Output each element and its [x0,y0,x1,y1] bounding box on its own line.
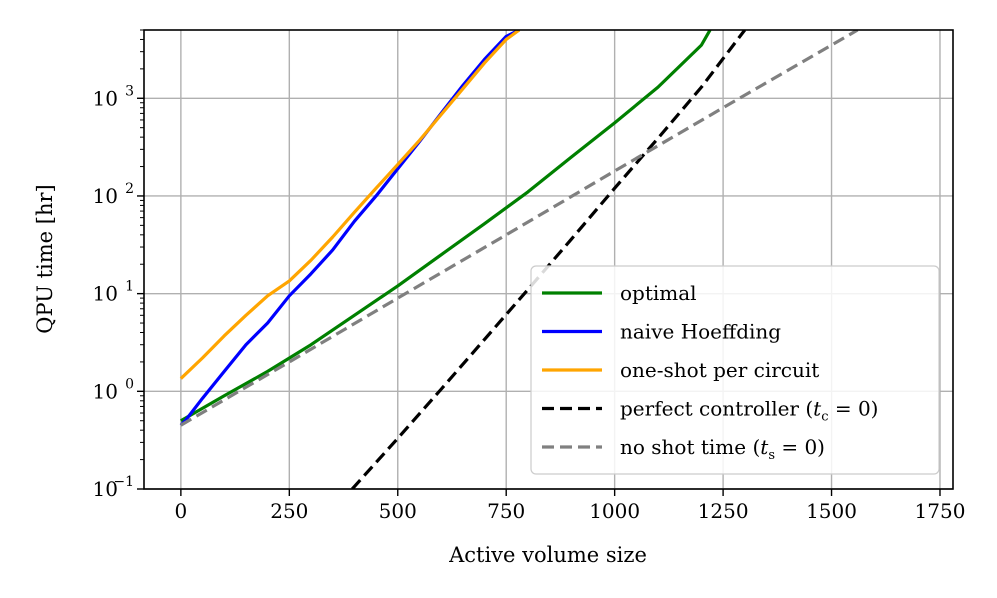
y-tick-label: 10 [93,184,118,208]
x-axis: 0 250 500 750 1000 1250 1500 1750 [175,489,966,523]
legend-label: perfect controller (tc = 0) [620,397,878,425]
plot-frame [143,29,954,490]
x-tick-label: 1750 [915,499,966,523]
x-tick-label: 250 [270,499,308,523]
y-axis-label: QPU time [hr] [33,184,57,333]
series-group [179,30,859,489]
y-tick-exponent: −1 [113,474,134,490]
y-tick-label: 10 [93,477,118,501]
series-line-optimal [180,30,712,423]
x-tick-label: 750 [487,499,525,523]
x-tick-label: 1500 [806,499,857,523]
x-tick-label: 0 [175,499,188,523]
x-tick-label: 1000 [589,499,640,523]
legend: optimal naive Hoeffding one-shot per circu… [530,265,940,475]
y-tick-exponent: 0 [125,376,134,392]
y-tick-exponent: 1 [125,279,134,295]
y-tick-exponent: 2 [125,181,134,197]
legend-label: one-shot per circuit [620,358,819,382]
x-axis-label: Active volume size [448,543,647,567]
legend-box [530,265,940,475]
series-line-one-shot-per-circuit [179,30,521,380]
y-tick-label: 10 [93,379,118,403]
legend-label: naive Hoeffding [620,320,781,344]
legend-label: no shot time (ts = 0) [620,435,825,463]
legend-label: optimal [620,281,697,305]
y-tick-label: 10 [93,282,118,306]
x-tick-label: 500 [379,499,417,523]
x-tick-label: 1250 [698,499,749,523]
y-tick-label: 10 [93,86,118,110]
series-line-naive-hoeffding [179,30,520,427]
y-tick-exponent: 3 [125,83,134,99]
series-line-perfect-controller-t-c-0 [351,30,747,489]
